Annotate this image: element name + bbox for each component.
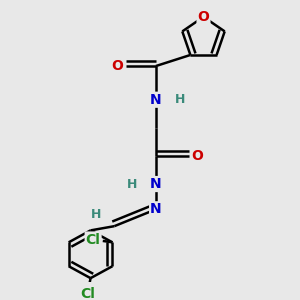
Text: O: O <box>192 149 203 163</box>
Text: H: H <box>127 178 137 190</box>
Text: N: N <box>150 93 162 107</box>
Text: N: N <box>150 177 162 191</box>
Text: Cl: Cl <box>80 286 95 300</box>
Text: N: N <box>150 202 162 216</box>
Text: H: H <box>91 208 102 221</box>
Text: O: O <box>198 10 209 24</box>
Text: H: H <box>175 93 185 106</box>
Text: Cl: Cl <box>86 232 101 247</box>
Text: O: O <box>111 59 123 73</box>
